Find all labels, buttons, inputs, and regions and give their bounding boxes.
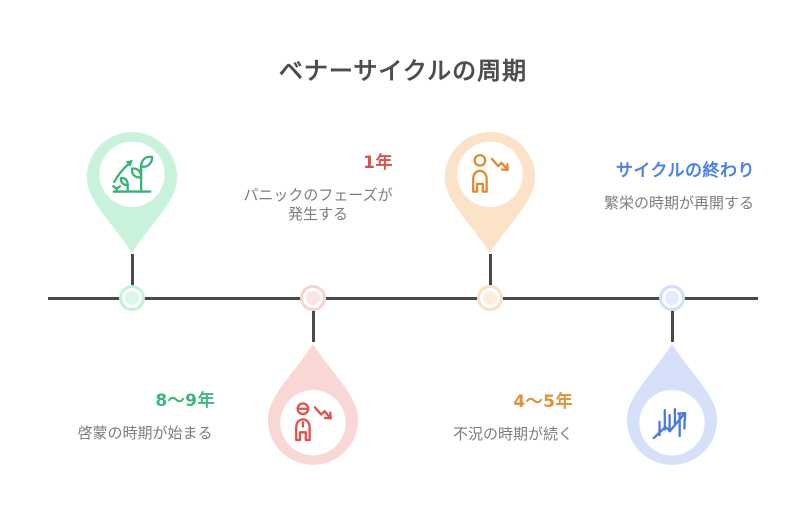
timeline-axis [48, 297, 758, 300]
annotation-heading: 4〜5年 [513, 392, 573, 412]
stock-chart-up-icon [652, 408, 687, 440]
annotation-description: 繁栄の時期が再開する [603, 194, 754, 212]
person-decline-icon [295, 402, 332, 442]
timeline-node [477, 285, 503, 311]
timeline-node [119, 285, 145, 311]
page-title: ベナーサイクルの周期 [278, 57, 528, 85]
timeline-node-dot [662, 288, 682, 308]
person-decline-icon [472, 153, 509, 193]
pin-stem [488, 254, 492, 286]
annotation-heading: サイクルの終わり [615, 161, 755, 181]
timeline-node-dot [122, 288, 142, 308]
annotation-heading: 1年 [363, 153, 393, 173]
pin-stem [130, 254, 134, 286]
annotation-description: 不況の時期が続く [453, 425, 574, 443]
pin-stem [670, 310, 674, 342]
pin-marker-panic [267, 343, 359, 465]
pin-stem [311, 310, 315, 342]
annotation-description: 啓蒙の時期が始まる [77, 424, 213, 442]
pin-marker-enlightenment [86, 132, 178, 254]
timeline-node-dot [480, 288, 500, 308]
growth-plant-icon [112, 155, 154, 193]
pin-marker-cycle-end [626, 343, 718, 465]
annotation-heading: 8〜9年 [155, 391, 215, 411]
annotation-cycle-end: サイクルの終わり 繁栄の時期が再開する [603, 156, 755, 213]
annotation-enlightenment: 8〜9年 啓蒙の時期が始まる [75, 386, 215, 443]
annotation-panic: 1年 パニックのフェーズが 発生する [243, 148, 393, 224]
annotation-description: パニックのフェーズが 発生する [243, 186, 393, 223]
annotation-recession: 4〜5年 不況の時期が続く [453, 387, 573, 444]
timeline-node-dot [303, 288, 323, 308]
pin-marker-recession [444, 132, 536, 254]
timeline-node [659, 285, 685, 311]
timeline-node [300, 285, 326, 311]
